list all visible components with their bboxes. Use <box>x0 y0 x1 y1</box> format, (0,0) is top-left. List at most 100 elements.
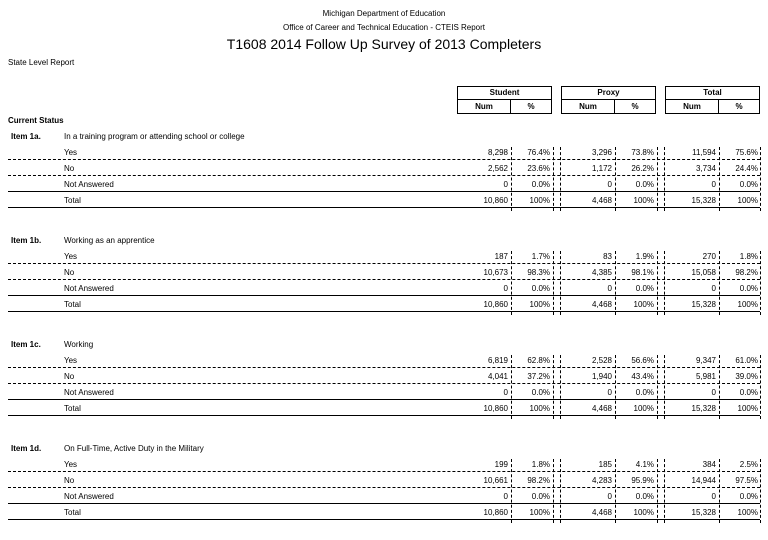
column-header-num: Num <box>475 102 493 111</box>
table-cell-num: 6,819 <box>487 356 508 365</box>
table-cell-num: 384 <box>702 460 716 469</box>
column-divider <box>615 355 616 419</box>
table-cell-pct: 2.5% <box>739 460 758 469</box>
table-cell-num: 15,328 <box>691 196 716 205</box>
column-divider <box>664 459 665 523</box>
table-cell-num: 15,328 <box>691 300 716 309</box>
table-cell-num: 270 <box>702 252 716 261</box>
table-cell-num: 185 <box>598 460 612 469</box>
table-cell-pct: 61.0% <box>735 356 758 365</box>
column-divider <box>560 355 561 419</box>
table-cell-pct: 98.2% <box>527 476 550 485</box>
table-cell-pct: 76.4% <box>527 148 550 157</box>
item-label: Item 1a. <box>11 132 41 141</box>
table-cell-num: 11,594 <box>692 148 716 157</box>
row-divider <box>8 503 760 504</box>
table-cell-pct: 23.6% <box>527 164 550 173</box>
table-row-label: No <box>64 372 75 381</box>
column-group-name: Total <box>703 88 722 97</box>
table-cell-num: 0 <box>607 492 612 501</box>
state-level-label: State Level Report <box>8 58 75 67</box>
table-cell-num: 10,860 <box>483 300 508 309</box>
column-divider <box>657 459 658 523</box>
table-cell-num: 4,468 <box>591 196 612 205</box>
table-cell-num: 4,041 <box>487 372 508 381</box>
column-divider <box>760 355 761 419</box>
table-cell-num: 199 <box>494 460 508 469</box>
table-row-label: Yes <box>64 460 78 469</box>
report-agency: Michigan Department of Education <box>322 9 446 18</box>
column-header-pct: % <box>631 102 639 111</box>
table-cell-pct: 0.0% <box>739 388 758 397</box>
column-divider <box>719 459 720 523</box>
table-cell-pct: 100% <box>737 404 758 413</box>
column-header-num: Num <box>579 102 597 111</box>
item-description: In a training program or attending schoo… <box>64 132 245 141</box>
row-divider <box>8 471 760 472</box>
table-cell-pct: 24.4% <box>735 164 758 173</box>
table-cell-pct: 98.1% <box>631 268 654 277</box>
column-divider <box>553 251 554 315</box>
column-divider <box>760 251 761 315</box>
column-group-name: Student <box>489 88 520 97</box>
item-label: Item 1d. <box>11 444 42 453</box>
table-cell-num: 0 <box>503 492 508 501</box>
table-cell-num: 15,328 <box>691 508 716 517</box>
column-divider <box>657 251 658 315</box>
item-description: On Full-Time, Active Duty in the Militar… <box>64 444 204 453</box>
item-label: Item 1b. <box>11 236 42 245</box>
table-cell-num: 1,940 <box>591 372 612 381</box>
column-group-2: Total Num% <box>665 86 760 114</box>
table-cell-pct: 100% <box>633 508 654 517</box>
table-row-label: Not Answered <box>64 284 114 293</box>
table-row-label: Yes <box>64 356 78 365</box>
table-cell-num: 10,860 <box>483 404 508 413</box>
column-divider <box>664 251 665 315</box>
table-cell-pct: 100% <box>633 300 654 309</box>
table-cell-pct: 4.1% <box>635 460 654 469</box>
report-title: T1608 2014 Follow Up Survey of 2013 Comp… <box>226 36 542 52</box>
table-cell-pct: 75.6% <box>735 148 758 157</box>
table-cell-pct: 100% <box>737 196 758 205</box>
table-cell-num: 10,860 <box>483 196 508 205</box>
table-row-label: No <box>64 164 75 173</box>
column-group-1: Proxy Num% <box>561 86 656 114</box>
table-row-label: Yes <box>64 252 78 261</box>
table-cell-pct: 0.0% <box>531 284 550 293</box>
table-cell-num: 0 <box>711 388 716 397</box>
column-divider <box>615 459 616 523</box>
row-divider <box>8 279 760 280</box>
table-cell-pct: 26.2% <box>631 164 654 173</box>
table-cell-pct: 100% <box>529 404 550 413</box>
table-row-label: Total <box>64 508 81 517</box>
table-cell-pct: 39.0% <box>735 372 758 381</box>
row-divider <box>8 159 760 160</box>
item-description: Working <box>64 340 94 349</box>
column-divider <box>553 459 554 523</box>
table-row-label: Total <box>64 300 81 309</box>
column-group-name: Proxy <box>597 88 620 97</box>
table-cell-pct: 43.4% <box>631 372 654 381</box>
table-row-label: Not Answered <box>64 492 114 501</box>
table-row-label: No <box>64 268 75 277</box>
table-cell-pct: 100% <box>737 300 758 309</box>
table-cell-pct: 1.8% <box>531 460 550 469</box>
row-divider <box>8 415 760 416</box>
table-row-label: Yes <box>64 148 78 157</box>
column-divider <box>657 355 658 419</box>
column-divider <box>511 459 512 523</box>
table-cell-num: 10,661 <box>483 476 508 485</box>
table-row-label: Total <box>64 196 81 205</box>
report-office: Office of Career and Technical Education… <box>282 23 486 32</box>
table-cell-num: 2,562 <box>487 164 508 173</box>
table-cell-num: 0 <box>711 492 716 501</box>
table-cell-pct: 0.0% <box>531 388 550 397</box>
table-cell-num: 3,734 <box>695 164 716 173</box>
table-row-label: No <box>64 476 75 485</box>
table-cell-pct: 100% <box>633 196 654 205</box>
table-cell-num: 0 <box>607 388 612 397</box>
item-label: Item 1c. <box>11 340 41 349</box>
column-divider <box>511 147 512 211</box>
row-divider <box>8 367 760 368</box>
table-cell-num: 0 <box>711 180 716 189</box>
